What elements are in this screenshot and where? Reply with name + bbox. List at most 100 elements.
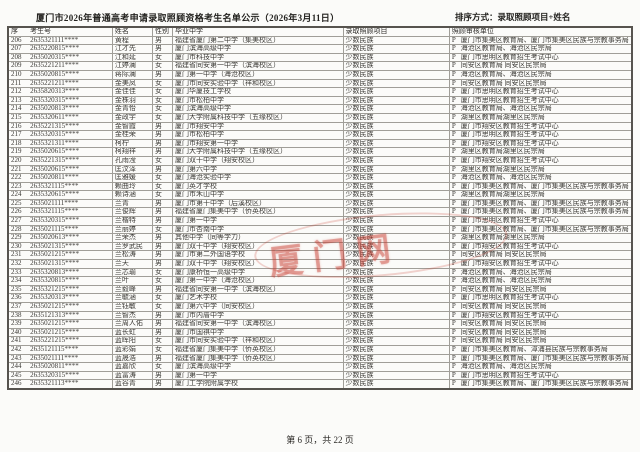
cell-gender: 男 bbox=[151, 164, 174, 175]
audit-unit-name: 海沧区教育局、海沧区民宗局 bbox=[460, 44, 552, 53]
cell-exam-number: 2635021111**** bbox=[28, 198, 113, 209]
cell-school: 福建省厦门集美中学（侨英校区） bbox=[172, 353, 344, 364]
cell-gender: 男 bbox=[151, 35, 174, 46]
table-row: 227 2635320315**** 兰楷特男厦门第一中学 少数民族 P 厦门市思明区教育… bbox=[7, 216, 633, 226]
cell-gender: 女 bbox=[151, 190, 174, 200]
cell-project: 少数民族 bbox=[342, 35, 450, 46]
cell-project: 少数民族 bbox=[342, 95, 450, 106]
cell-school: 厦门市内厝中学 bbox=[172, 310, 344, 321]
cell-school: 福建省厦门集美中学（侨英校区） bbox=[172, 344, 344, 355]
sort-order-label: 排序方式：录取照顾项目+姓名 bbox=[455, 12, 571, 22]
cell-school: 厦门市松柏中学 bbox=[172, 95, 344, 106]
cell-school: 厦门市同安实验中学（祥和校区） bbox=[172, 78, 344, 89]
cell-gender: 男 bbox=[151, 44, 174, 54]
cell-gender: 男 bbox=[151, 319, 174, 329]
audit-flag: P bbox=[451, 319, 456, 328]
column-header: 性别 bbox=[151, 26, 174, 37]
cell-project: 少数民族 bbox=[342, 207, 450, 218]
audit-unit-name: 湖里区教育局湖里区民宗局 bbox=[460, 113, 545, 121]
cell-gender: 男 bbox=[151, 370, 174, 381]
cell-gender: 男 bbox=[151, 69, 174, 80]
cell-gender: 女 bbox=[151, 336, 174, 346]
cell-exam-number: 2635220815**** bbox=[28, 44, 113, 54]
cell-gender: 男 bbox=[151, 207, 174, 218]
audit-unit-name: 同安区教育局 同安区民宗局 bbox=[460, 79, 547, 87]
cell-name: 金政宇 bbox=[111, 112, 153, 123]
cell-school: 福建省同安第一中学（滨海校区） bbox=[172, 319, 344, 329]
cell-name: 兰俊辉 bbox=[111, 207, 153, 218]
cell-audit-unit: P 湖里区教育局湖里区民宗局 bbox=[448, 233, 633, 243]
cell-gender: 男 bbox=[151, 138, 174, 149]
cell-exam-number: 2635320815**** bbox=[28, 276, 113, 286]
cell-exam-number: 2635221215**** bbox=[28, 336, 113, 346]
cell-audit-unit: P 厦门市翔安区教育招生考试中心 bbox=[448, 121, 633, 132]
cell-exam-number: 2635021115**** bbox=[28, 224, 113, 235]
cell-name: 兰叶 bbox=[111, 276, 153, 286]
cell-name: 蓝嘉欣 bbox=[111, 362, 153, 372]
cell-school: 厦门市第十中学（后溪校区） bbox=[172, 198, 344, 209]
audit-unit-name: 同安区教育局 同安区民宗局 bbox=[460, 336, 547, 345]
audit-unit-name: 厦门市集美区教育局、厦门市集美区民族与宗教事务局 bbox=[460, 354, 629, 362]
table-row: 239 2635021215**** 兰周人佑男福建省同安第一中学（滨海校区） 少数民… bbox=[7, 319, 633, 329]
cell-school: 厦门市松柏中学 bbox=[172, 130, 344, 140]
cell-seq: 245 bbox=[7, 370, 29, 381]
cell-seq: 233 bbox=[7, 267, 29, 278]
audit-flag: P bbox=[451, 371, 456, 379]
cell-seq: 230 bbox=[7, 241, 29, 252]
cell-audit-unit: P 同安区教育局 同安区民宗局 bbox=[448, 336, 633, 346]
cell-exam-number: 2635320315**** bbox=[28, 370, 113, 381]
table-header-row: 序考生号 姓名 性别 毕业中学 录取照顾项目 照顾审核单位 bbox=[7, 26, 633, 37]
cell-audit-unit: P 厦门市思明区教育招生考试中心 bbox=[448, 370, 633, 381]
cell-seq: 234 bbox=[7, 276, 29, 286]
audit-flag: P bbox=[451, 216, 456, 225]
column-header: 录取照顾项目 bbox=[342, 26, 450, 37]
page-title: 厦门市2026年普通高考申请录取照顾资格考生名单公示（2026年3月11日） bbox=[36, 13, 340, 23]
cell-gender: 女 bbox=[151, 155, 174, 166]
table-row: 221 2635020615**** 匡汶泽男厦门第六中学 少数民族 P 湖里区教育局湖里… bbox=[7, 164, 633, 175]
cell-gender: 女 bbox=[151, 344, 174, 355]
cell-audit-unit: P 厦门市翔安区教育招生考试中心 bbox=[448, 310, 633, 321]
audit-flag: P bbox=[451, 311, 456, 319]
cell-seq: 237 bbox=[7, 302, 29, 312]
table-row: 243 2635021111**** 蓝晟浩男福建省厦门集美中学（侨英校区） 少数民族… bbox=[7, 353, 633, 364]
cell-audit-unit: P 海沧区教育局、海沧区民宗局 bbox=[448, 276, 633, 286]
cell-audit-unit: P 同安区教育局 同安区民宗局 bbox=[448, 284, 633, 295]
cell-gender: 女 bbox=[151, 267, 174, 278]
cell-audit-unit: P 厦门市翔安区教育招生考试中心 bbox=[448, 241, 633, 252]
cell-name: 柯翔祥 bbox=[111, 147, 153, 157]
cell-exam-number: 2635121115**** bbox=[28, 344, 113, 355]
table-row: 207 2635220815**** 江才先男厦门滨海高级中学 少数民族 P 海沧区教育局… bbox=[7, 44, 633, 54]
cell-name: 柯柠 bbox=[111, 138, 153, 149]
cell-school: 厦门华厦技工学校 bbox=[172, 87, 344, 97]
table-row: 219 2635020615**** 柯翔祥男厦门大学附属科技中学（五缘校区） 少数民… bbox=[7, 147, 633, 157]
cell-audit-unit: P 厦门市思明区教育招生考试中心 bbox=[448, 95, 633, 106]
audit-unit-name: 厦门市翔安区教育招生考试中心 bbox=[460, 122, 559, 130]
cell-audit-unit: P 厦门市集美区教育局、厦门市集美区民族与宗教事务局 bbox=[448, 181, 633, 192]
cell-audit-unit: P 海沧区教育局、海沧区民宗局 bbox=[448, 173, 633, 183]
cell-audit-unit: P 同安区教育局 同安区民宗局 bbox=[448, 319, 633, 329]
cell-project: 少数民族 bbox=[342, 138, 450, 149]
cell-project: 少数民族 bbox=[342, 61, 450, 71]
cell-seq: 244 bbox=[7, 362, 29, 372]
table-row: 230 2635021315**** 兰罗武民男厦门双十中学（翔安校区） 少数民族 P 厦… bbox=[7, 241, 633, 252]
cell-name: 金智霞 bbox=[111, 121, 153, 132]
table-row: 244 2635020811**** 蓝嘉欣女厦门滨海高级中学 少数民族 P 海沧区教育局… bbox=[7, 362, 633, 372]
cell-name: 蓝彩娟 bbox=[111, 344, 153, 355]
cell-project: 少数民族 bbox=[342, 190, 450, 200]
audit-flag: P bbox=[451, 328, 456, 336]
cell-exam-number: 2635121313**** bbox=[28, 310, 113, 321]
cell-exam-number: 2635020815**** bbox=[28, 69, 113, 80]
cell-gender: 女 bbox=[151, 112, 174, 123]
cell-school: 厦门市第二外国语学校 bbox=[172, 250, 344, 261]
table-row: 222 2635020811**** 匡雅媛女厦门海沧实验中学 少数民族 P 海沧区教育局… bbox=[7, 173, 633, 183]
cell-name: 蓝晖阳 bbox=[111, 336, 153, 346]
audit-flag: P bbox=[451, 70, 456, 78]
cell-audit-unit: P 同安区教育局 同安区民宗局 bbox=[448, 250, 633, 261]
cell-project: 少数民族 bbox=[342, 104, 450, 114]
cell-seq: 240 bbox=[7, 327, 29, 338]
cell-name: 兰天 bbox=[111, 259, 153, 269]
cell-name: 兰楷特 bbox=[111, 216, 153, 226]
audit-unit-name: 厦门市思明区教育招生考试中心 bbox=[460, 371, 559, 379]
cell-exam-number: 2635021215**** bbox=[28, 302, 113, 312]
